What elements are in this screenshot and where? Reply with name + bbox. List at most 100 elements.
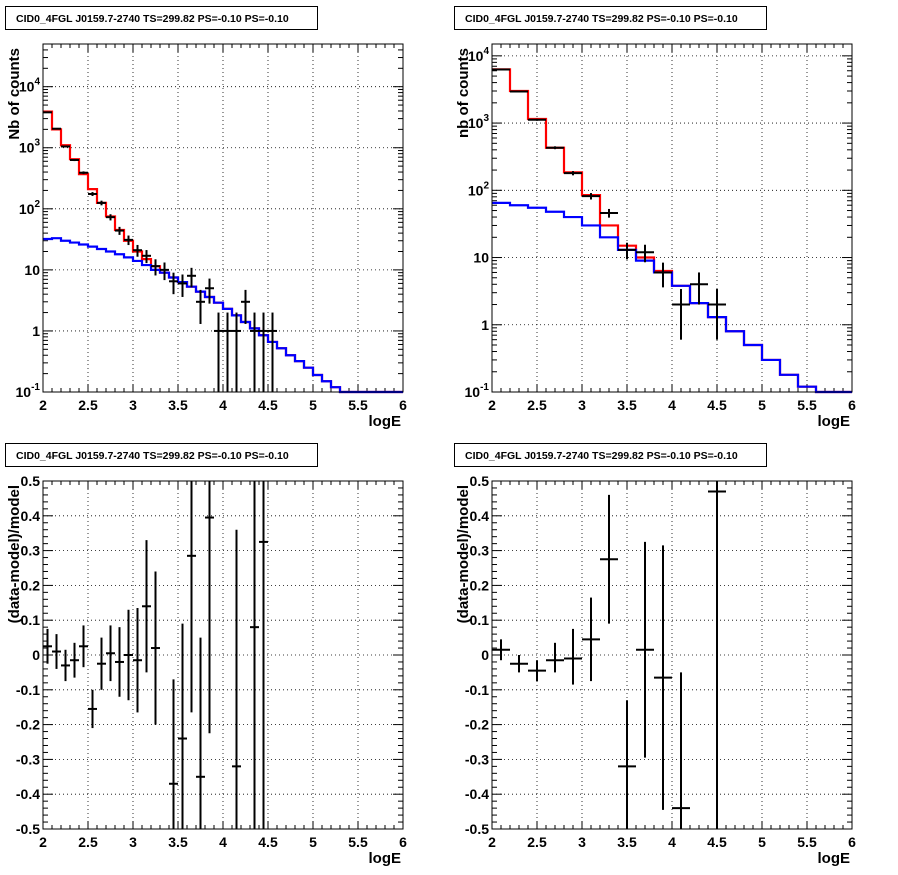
y-tick-label: 104 — [468, 46, 490, 64]
x-tick-label: 4 — [668, 397, 676, 413]
x-tick-label: 2.5 — [527, 397, 547, 413]
data-point — [582, 597, 600, 682]
x-tick-label: 2 — [488, 397, 496, 413]
y-tick-label: -0.4 — [16, 786, 40, 802]
y-axis-label: (data-model)/model — [6, 485, 23, 623]
data-point — [115, 226, 124, 235]
y-tick-label: 0.5 — [21, 473, 41, 489]
data-point — [43, 628, 52, 664]
x-tick-label: 4.5 — [707, 834, 727, 850]
data-point — [124, 609, 133, 701]
x-tick-label: 5 — [309, 834, 317, 850]
x-tick-label: 4.5 — [707, 397, 727, 413]
y-tick-label: -0.2 — [16, 717, 40, 733]
chart-title-bottom-left: CID0_4FGL J0159.7-2740 TS=299.82 PS=-0.1… — [5, 443, 318, 467]
y-tick-label: 0.1 — [21, 612, 41, 628]
plot-frame — [42, 480, 404, 830]
data-point — [672, 289, 690, 340]
data-point — [61, 145, 70, 148]
data-point — [52, 634, 61, 669]
y-tick-label: 0.4 — [470, 508, 490, 524]
data-point — [510, 90, 528, 93]
x-tick-label: 5.5 — [797, 397, 817, 413]
y-tick-label: 10 — [473, 250, 489, 266]
x-tick-label: 3.5 — [617, 834, 637, 850]
data-point — [250, 312, 259, 392]
x-tick-label: 4.5 — [258, 834, 278, 850]
data-point — [636, 541, 654, 758]
data-point — [636, 244, 654, 263]
y-tick-label: 0.1 — [470, 612, 490, 628]
data-point — [654, 262, 672, 288]
x-tick-label: 3 — [578, 397, 586, 413]
data-point — [142, 250, 151, 264]
y-tick-label: -0.2 — [465, 717, 489, 733]
x-tick-label: 6 — [399, 834, 407, 850]
data-point — [546, 642, 564, 673]
x-tick-label: 6 — [848, 834, 856, 850]
y-tick-label: 0 — [481, 647, 489, 663]
y-tick-label: 1 — [32, 323, 40, 339]
y-tick-label: -0.5 — [16, 821, 40, 837]
data-point — [546, 146, 564, 150]
data-point — [196, 637, 205, 829]
data-point — [106, 214, 115, 221]
x-tick-label: 5.5 — [348, 397, 368, 413]
x-tick-label: 5 — [309, 397, 317, 413]
data-point — [142, 540, 151, 673]
data-point — [564, 628, 582, 685]
x-tick-label: 4 — [219, 397, 227, 413]
data-point — [232, 312, 241, 392]
x-tick-label: 3.5 — [168, 397, 188, 413]
data-point — [672, 672, 690, 829]
y-tick-label: 103 — [468, 113, 490, 131]
data-point — [70, 642, 79, 678]
x-tick-label: 2.5 — [78, 834, 98, 850]
data-point — [214, 312, 223, 392]
y-axis-label: nb of counts — [455, 48, 472, 138]
x-tick-label: 3.5 — [168, 834, 188, 850]
data-point — [88, 192, 97, 197]
x-tick-label: 3 — [578, 834, 586, 850]
y-tick-label: 104 — [19, 77, 41, 95]
data-point — [708, 481, 726, 829]
data-point — [268, 312, 277, 392]
data-point — [708, 289, 726, 340]
x-axis-label: logE — [369, 413, 402, 430]
data-point — [223, 312, 232, 392]
x-axis-label: logE — [818, 850, 851, 867]
y-tick-label: 0 — [32, 647, 40, 663]
y-tick-label: 102 — [19, 199, 41, 217]
data-point — [250, 481, 259, 829]
data-point — [205, 481, 214, 734]
data-point — [205, 278, 214, 304]
x-tick-label: 5.5 — [348, 834, 368, 850]
series-step-0 — [43, 110, 403, 394]
y-tick-label: -0.3 — [465, 751, 489, 767]
x-tick-label: 5 — [758, 834, 766, 850]
data-point — [564, 171, 582, 176]
series-step-0 — [492, 68, 852, 394]
data-point — [151, 259, 160, 276]
x-tick-label: 4 — [219, 834, 227, 850]
y-tick-label: 10-1 — [16, 382, 41, 400]
y-tick-label: 0.5 — [470, 473, 490, 489]
x-tick-label: 2 — [488, 834, 496, 850]
data-point — [151, 571, 160, 725]
data-point — [61, 649, 70, 682]
x-tick-label: 3 — [129, 397, 137, 413]
y-tick-label: -0.5 — [465, 821, 489, 837]
x-axis-label: logE — [818, 413, 851, 430]
x-tick-label: 4.5 — [258, 397, 278, 413]
chart-title-top-right: CID0_4FGL J0159.7-2740 TS=299.82 PS=-0.1… — [454, 6, 767, 30]
data-point — [492, 68, 510, 71]
chart-title-top-left: CID0_4FGL J0159.7-2740 TS=299.82 PS=-0.1… — [5, 6, 318, 30]
data-point — [232, 529, 241, 829]
data-point — [600, 494, 618, 624]
data-point — [52, 127, 61, 130]
x-tick-label: 6 — [848, 397, 856, 413]
data-point — [582, 193, 600, 200]
data-point — [187, 481, 196, 713]
